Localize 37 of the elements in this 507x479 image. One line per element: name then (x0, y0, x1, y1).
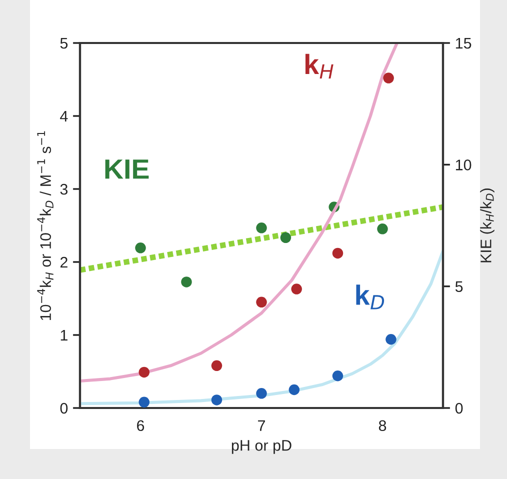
x-tick-label: 6 (137, 420, 144, 432)
point (256, 388, 267, 399)
x-tick-label: 7 (258, 420, 265, 431)
y-tick-label: 5 (60, 38, 68, 49)
y-tick-label: 3 (60, 184, 68, 195)
y-tick-label: 0 (60, 402, 68, 414)
point (256, 296, 267, 308)
text: 10$^{−4}$k$_{H}$ or 10$^{−4}$k$_{D}$ / M$^{−1}$ s$^{−1}$ (37, 131, 54, 320)
point (291, 284, 302, 294)
point (138, 366, 150, 378)
point (386, 334, 396, 345)
y2-tick-label: 0 (455, 402, 463, 414)
y-tick-label: 4 (60, 111, 68, 122)
point (256, 222, 267, 234)
x-axis-title: pH or pD (232, 440, 292, 454)
point (377, 224, 388, 234)
point (181, 276, 192, 288)
point (383, 72, 394, 84)
series-label: k$_{H}$ (305, 54, 334, 79)
line-series (80, 43, 399, 383)
text: KIE (105, 160, 149, 179)
point (211, 394, 222, 406)
point (332, 248, 344, 259)
y2-tick-label: 10 (456, 160, 472, 170)
point (280, 232, 292, 244)
point (211, 360, 222, 372)
y2-tick-label: 5 (455, 281, 463, 292)
point (138, 396, 150, 408)
y2-axis-title: KIE (k$_{H}$/k$_{D}$) (480, 188, 494, 262)
y-tick-label: 2 (60, 256, 68, 268)
y2-tick-label: 15 (456, 38, 472, 49)
x-tick-label: 8 (378, 420, 386, 432)
point (288, 384, 300, 396)
point (332, 370, 344, 382)
y-tick-label: 1 (60, 330, 68, 341)
series-label: k$_{D}$ (356, 284, 384, 310)
point (135, 242, 146, 254)
